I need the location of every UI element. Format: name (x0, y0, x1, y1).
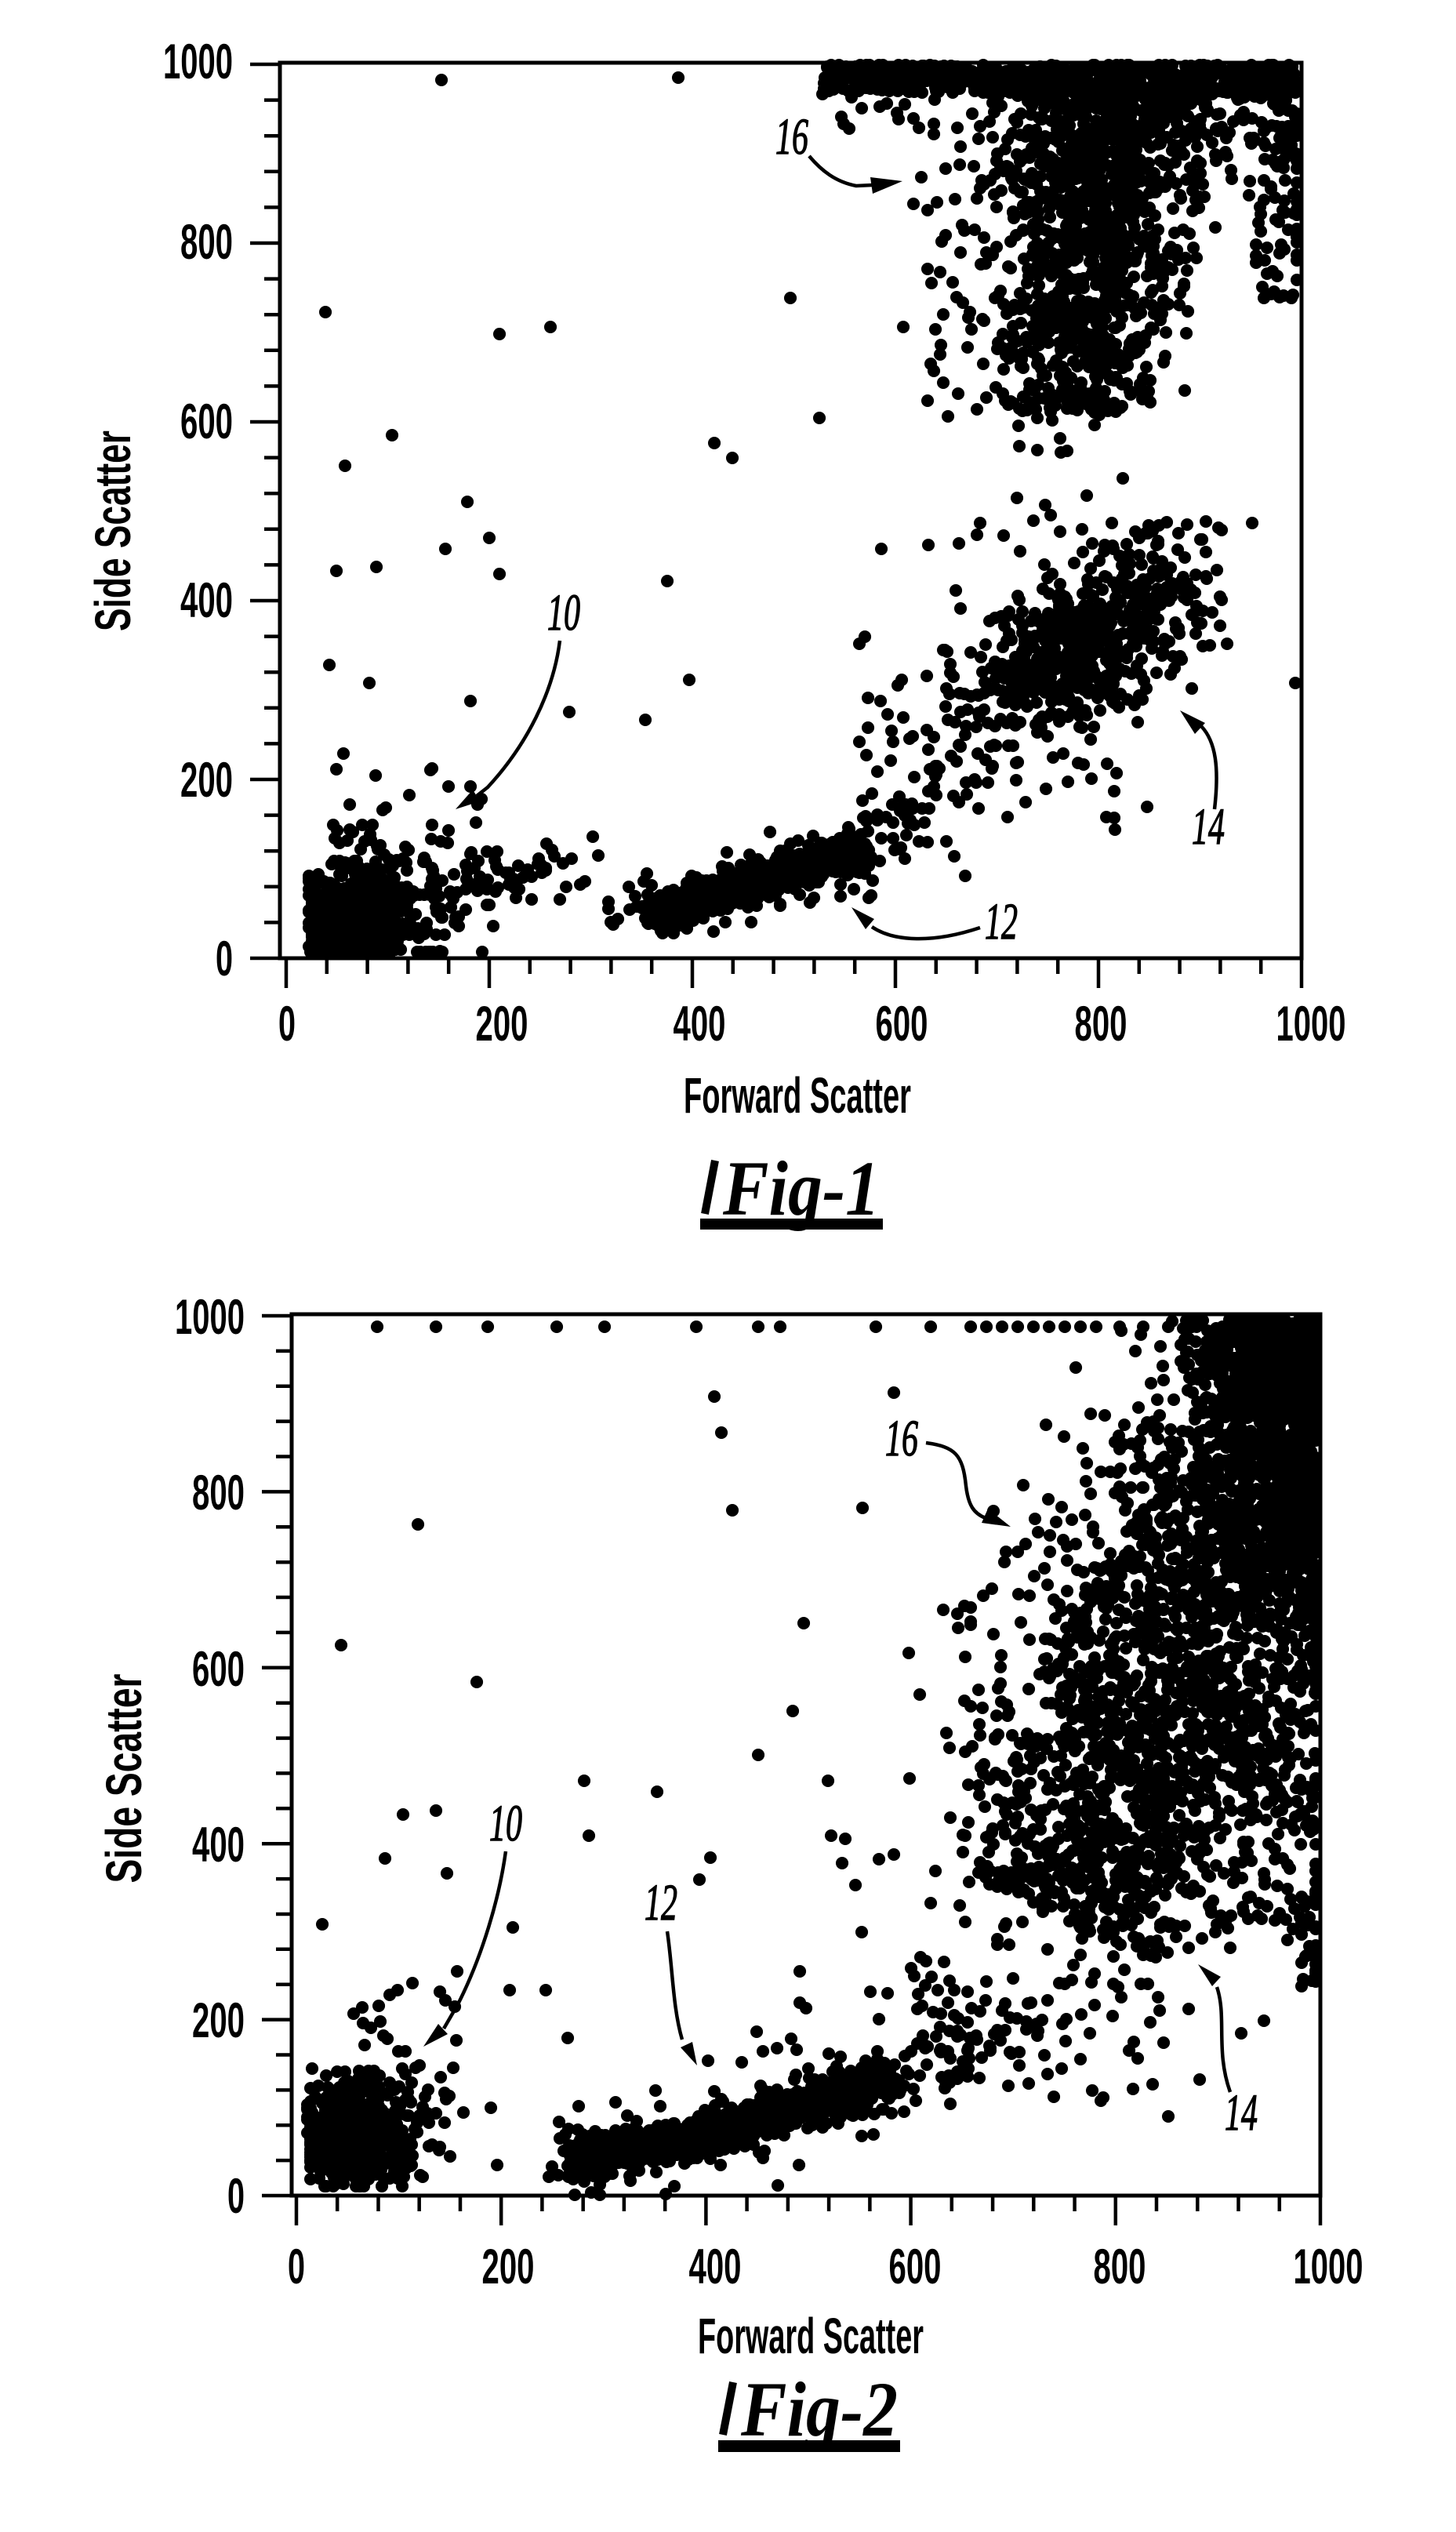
svg-text:1000: 1000 (163, 35, 233, 89)
svg-text:0: 0 (278, 997, 296, 1052)
svg-text:16: 16 (885, 1410, 918, 1467)
svg-text:800: 800 (1094, 2240, 1146, 2294)
svg-text:0: 0 (216, 932, 233, 986)
svg-text:1000: 1000 (1276, 997, 1346, 1052)
svg-text:600: 600 (876, 997, 928, 1052)
svg-text:1000: 1000 (175, 1290, 245, 1345)
svg-text:600: 600 (180, 394, 233, 449)
svg-text:600: 600 (192, 1642, 245, 1697)
svg-text:1000: 1000 (1294, 2240, 1363, 2294)
svg-text:200: 200 (476, 997, 528, 1052)
svg-text:10: 10 (489, 1795, 522, 1852)
svg-text:Forward Scatter: Forward Scatter (698, 2308, 924, 2364)
svg-text:400: 400 (180, 573, 233, 628)
svg-text:Fig-2: Fig-2 (740, 2366, 898, 2453)
svg-text:400: 400 (689, 2240, 742, 2294)
svg-text:16: 16 (775, 108, 808, 165)
svg-text:200: 200 (192, 1993, 245, 2048)
svg-text:10: 10 (547, 584, 580, 641)
svg-text:800: 800 (1075, 997, 1127, 1052)
svg-text:200: 200 (180, 753, 233, 808)
svg-text:12: 12 (985, 893, 1018, 950)
svg-text:800: 800 (192, 1466, 245, 1520)
svg-text:0: 0 (288, 2240, 305, 2294)
svg-text:Forward Scatter: Forward Scatter (684, 1067, 911, 1124)
svg-text:400: 400 (192, 1818, 245, 1873)
svg-text:Fig-1: Fig-1 (722, 1145, 880, 1232)
svg-text:200: 200 (482, 2240, 535, 2294)
svg-text:400: 400 (674, 997, 726, 1052)
svg-text:12: 12 (644, 1874, 677, 1931)
svg-text:600: 600 (889, 2240, 942, 2294)
svg-text:800: 800 (180, 215, 233, 270)
svg-text:Side Scatter: Side Scatter (85, 430, 141, 631)
svg-text:0: 0 (227, 2169, 245, 2224)
svg-text:Side Scatter: Side Scatter (96, 1674, 152, 1884)
svg-text:14: 14 (1225, 2084, 1258, 2141)
svg-text:14: 14 (1192, 798, 1225, 856)
